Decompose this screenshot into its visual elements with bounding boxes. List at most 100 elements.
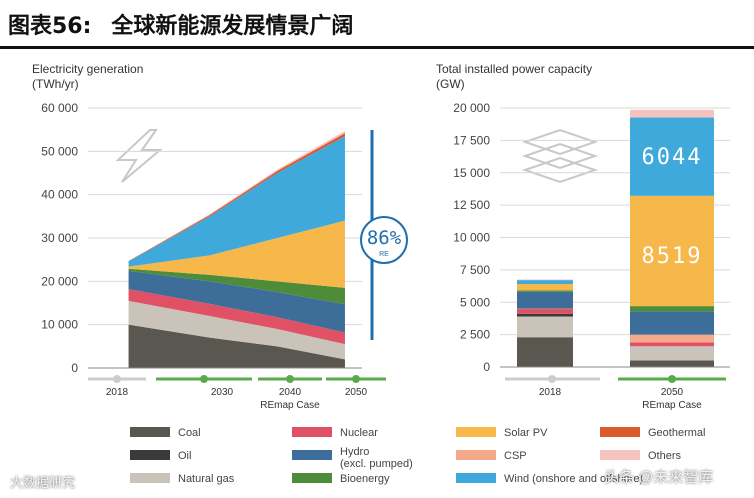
area-others (128, 130, 345, 261)
area-coal (128, 324, 345, 368)
legend-label-nuclear: Nuclear (340, 427, 378, 439)
y-tick-label: 20 000 (453, 101, 490, 115)
area-solar-pv (128, 220, 345, 288)
legend: Coal Nuclear Solar PV Geothermal Oil Hydro(ex… (130, 427, 705, 485)
title-divider (0, 46, 754, 49)
x-axis-marker (352, 375, 360, 383)
y-tick-label: 7 500 (460, 263, 490, 277)
bar-2018-solar-pv (517, 283, 573, 291)
legend-label-wind-onshore-and-offshore-: Wind (onshore and offshore) (504, 473, 643, 485)
x-tick-label: 2040 (279, 387, 302, 398)
legend-swatch-wind-onshore-and-offshore- (456, 473, 496, 483)
legend-label-others: Others (648, 450, 682, 462)
legend-swatch-nuclear (292, 427, 332, 437)
y-tick-label: 0 (71, 361, 78, 375)
renewable-share-value: 86% (367, 227, 402, 249)
legend-label-geothermal: Geothermal (648, 427, 705, 439)
legend-swatch-geothermal (600, 427, 640, 437)
figure-title: 全球新能源发展情景广阔 (111, 14, 354, 39)
legend-swatch-natural-gas (130, 473, 170, 483)
bar-2050-natural-gas (630, 346, 714, 361)
y-tick-label: 12 500 (453, 198, 490, 212)
renewable-share-circle (360, 216, 408, 264)
x-axis-marker (668, 375, 676, 383)
renewable-share-annotation: 86% RE (360, 130, 408, 340)
watermark-right: 头条 @未来智库 (604, 469, 714, 486)
bar-2050-coal (630, 360, 714, 367)
y-tick-label: 40 000 (41, 188, 78, 202)
bar-2018-coal (517, 337, 573, 367)
bar-2050-wind (630, 117, 714, 196)
x-axis-marker (548, 375, 556, 383)
y-tick-label: 10 000 (453, 231, 490, 245)
bar-2018-oil (517, 313, 573, 317)
bar-2050-others (630, 109, 714, 118)
x-tick-label: 2030 (211, 387, 234, 398)
legend-swatch-others (600, 450, 640, 460)
installed-capacity-chart: 20 000 17 500 15 000 12 500 10 000 7 500 5 000… (453, 101, 730, 398)
solar-2050-label: 8519 (642, 244, 703, 269)
bar-2050-bioenergy (630, 306, 714, 312)
layers-icon (521, 128, 599, 184)
legend-label-csp: CSP (504, 450, 527, 462)
y-tick-label: 50 000 (41, 144, 78, 158)
bar-2018-others (517, 279, 573, 281)
legend-label-coal: Coal (178, 427, 201, 439)
bar-2018-csp (517, 308, 573, 310)
legend-label-natural-gas: Natural gas (178, 473, 235, 485)
area-geothermal (128, 133, 345, 262)
figure-label: 图表56: (8, 14, 92, 39)
left-chart-unit: (TWh/yr) (32, 77, 79, 91)
legend-swatch-oil (130, 450, 170, 460)
watermark-left: 大数据研究 (10, 475, 76, 490)
legend-swatch-coal (130, 427, 170, 437)
y-tick-label: 30 000 (41, 231, 78, 245)
y-tick-label: 10 000 (41, 318, 78, 332)
bar-2050-hydro-excl-pumped- (630, 311, 714, 335)
bar-2050-csp (630, 334, 714, 343)
renewable-share-sub: RE (379, 251, 389, 258)
right-chart-title: Total installed power capacity (436, 62, 592, 76)
y-tick-label: 15 000 (453, 166, 490, 180)
area-wind (128, 136, 345, 267)
y-tick-label: 20 000 (41, 274, 78, 288)
area-natural-gas (128, 300, 345, 360)
legend-swatch-bioenergy (292, 473, 332, 483)
right-x-axis-caption: REmap Case (642, 400, 702, 411)
y-tick-label: 5 000 (460, 295, 490, 309)
bar-2018-hydro-excl-pumped- (517, 291, 573, 309)
legend-label-oil: Oil (178, 450, 191, 462)
x-tick-label: 2018 (539, 387, 562, 398)
legend-label-bioenergy: Bioenergy (340, 473, 390, 485)
legend-label-hydro-note: (excl. pumped) (340, 458, 413, 470)
right-chart-unit: (GW) (436, 77, 465, 91)
area-nuclear (128, 289, 345, 345)
lightning-bolt-icon (115, 129, 163, 183)
legend-swatch-csp (456, 450, 496, 460)
area-bioenergy (128, 268, 345, 305)
bar-2050-solar-pv (630, 195, 714, 307)
left-x-axis-caption: REmap Case (260, 400, 320, 411)
x-tick-label: 2050 (345, 387, 368, 398)
bar-2018-bioenergy (517, 290, 573, 292)
legend-label-solar-pv: Solar PV (504, 427, 548, 439)
area-hydro-excl-pumped- (128, 270, 345, 333)
bar-2018-wind (517, 280, 573, 284)
bar-2018-nuclear (517, 308, 573, 314)
page-title: 图表56: 全球新能源发展情景广阔 (8, 6, 353, 42)
legend-swatch-solar-pv (456, 427, 496, 437)
x-axis-marker (113, 375, 121, 383)
bar-2018-natural-gas (517, 316, 573, 338)
y-tick-label: 2 500 (460, 328, 490, 342)
x-tick-label: 2018 (106, 387, 129, 398)
left-chart-title: Electricity generation (32, 62, 143, 76)
bar-2050-nuclear (630, 342, 714, 347)
x-axis-marker (200, 375, 208, 383)
x-axis-marker (286, 375, 294, 383)
wind-2050-label: 6044 (642, 145, 703, 170)
y-tick-label: 17 500 (453, 133, 490, 147)
y-tick-label: 0 (483, 360, 490, 374)
y-tick-label: 60 000 (41, 101, 78, 115)
legend-label-hydro: Hydro (340, 446, 369, 458)
